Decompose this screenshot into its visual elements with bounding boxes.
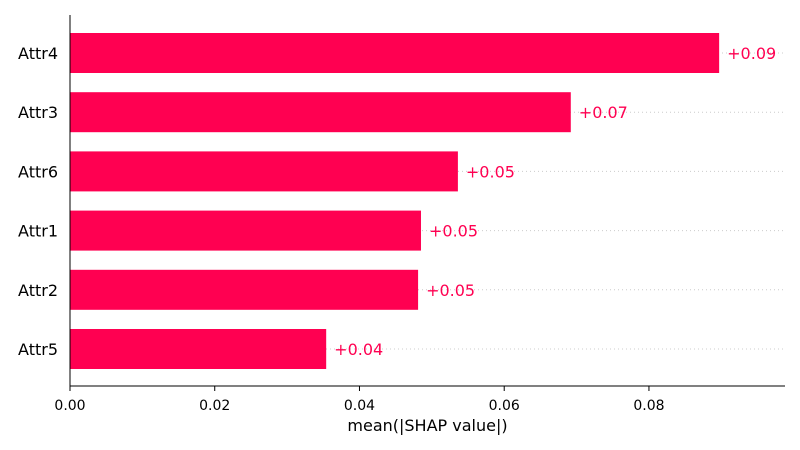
- category-label: Attr5: [18, 340, 58, 359]
- category-labels: Attr4 Attr3 Attr6 Attr1 Attr2 Attr5: [18, 44, 58, 359]
- category-label: Attr1: [18, 222, 58, 241]
- category-label: Attr6: [18, 162, 58, 181]
- value-label: +0.05: [466, 162, 515, 181]
- bar: [70, 210, 421, 251]
- axes: [69, 15, 785, 387]
- bar: [70, 33, 720, 73]
- value-label: +0.05: [426, 281, 475, 300]
- value-label: +0.07: [579, 103, 628, 122]
- bar: [70, 269, 419, 310]
- x-tick-label: 0.06: [489, 398, 520, 414]
- x-tick-label: 0.04: [344, 398, 375, 414]
- value-label: +0.04: [334, 340, 383, 359]
- x-tick-label: 0.02: [199, 398, 230, 414]
- bar: [70, 92, 571, 133]
- value-label: +0.09: [727, 44, 776, 63]
- bar: [70, 151, 458, 192]
- x-axis-title: mean(|SHAP value|): [347, 416, 507, 435]
- category-label: Attr2: [18, 281, 58, 300]
- bar: [70, 329, 327, 369]
- category-label: Attr3: [18, 103, 58, 122]
- value-label: +0.05: [429, 222, 478, 241]
- x-axis-ticks: 0.00 0.02 0.04 0.06 0.08: [54, 386, 665, 414]
- x-tick-label: 0.00: [54, 398, 85, 414]
- category-label: Attr4: [18, 44, 58, 63]
- bars: [70, 33, 720, 369]
- x-tick-label: 0.08: [633, 398, 664, 414]
- value-labels: +0.09 +0.07 +0.05 +0.05 +0.05 +0.04: [334, 44, 776, 359]
